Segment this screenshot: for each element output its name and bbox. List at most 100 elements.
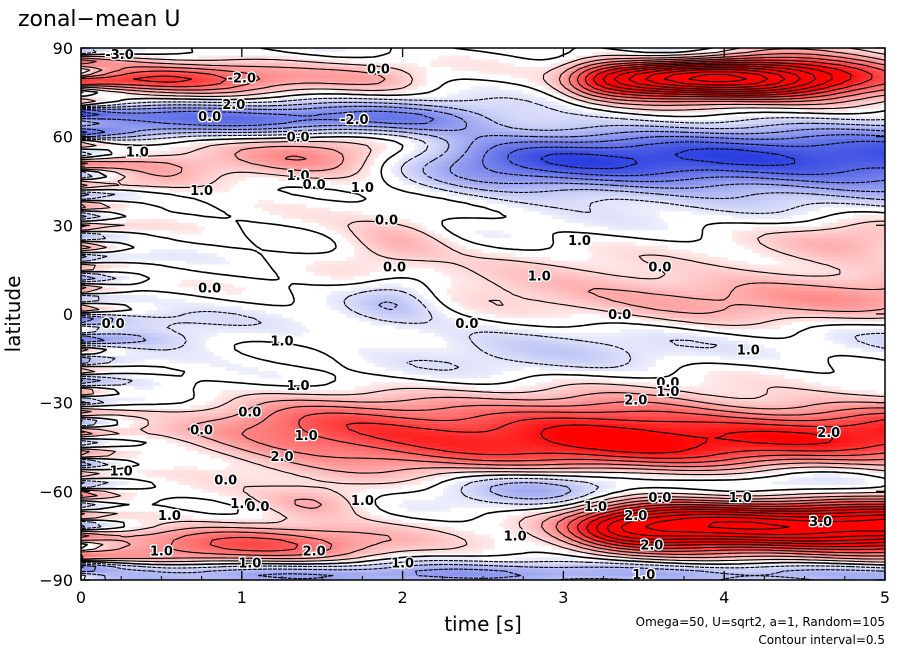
field-cell xyxy=(640,139,645,143)
field-cell xyxy=(358,67,363,71)
field-cell xyxy=(785,78,790,82)
field-cell xyxy=(439,78,444,82)
field-cell xyxy=(628,109,633,113)
field-cell xyxy=(346,132,351,136)
field-cell xyxy=(523,120,528,124)
field-cell xyxy=(479,124,484,128)
field-cell xyxy=(101,63,106,67)
field-cell xyxy=(395,71,400,75)
field-cell xyxy=(563,75,568,79)
field-cell xyxy=(531,97,536,101)
field-cell xyxy=(612,135,617,139)
field-cell xyxy=(407,56,412,60)
field-cell xyxy=(531,109,536,113)
field-cell xyxy=(282,71,287,75)
field-cell xyxy=(278,75,283,79)
field-cell xyxy=(479,116,484,120)
field-cell xyxy=(427,71,432,75)
field-cell xyxy=(258,71,263,75)
field-cell xyxy=(483,105,488,109)
field-cell xyxy=(306,75,311,79)
field-cell xyxy=(222,120,227,124)
field-cell xyxy=(101,78,106,82)
field-cell xyxy=(182,56,187,60)
field-cell xyxy=(145,116,150,120)
field-cell xyxy=(354,75,359,79)
field-cell xyxy=(350,75,355,79)
field-cell xyxy=(789,75,794,79)
field-cell xyxy=(479,71,484,75)
field-cell xyxy=(845,67,850,71)
field-cell xyxy=(789,132,794,136)
field-cell xyxy=(596,120,601,124)
field-cell xyxy=(760,128,765,132)
field-cell xyxy=(431,82,436,86)
field-cell xyxy=(246,59,251,63)
field-cell xyxy=(760,120,765,124)
field-cell xyxy=(322,63,327,67)
field-cell xyxy=(350,128,355,132)
field-cell xyxy=(407,101,412,105)
field-cell xyxy=(559,132,564,136)
field-cell xyxy=(547,59,552,63)
field-cell xyxy=(294,97,299,101)
field-cell xyxy=(873,71,878,75)
field-cell xyxy=(234,113,239,117)
field-cell xyxy=(431,56,436,60)
field-cell xyxy=(527,109,532,113)
field-cell xyxy=(579,139,584,143)
field-cell xyxy=(712,116,717,120)
field-cell xyxy=(391,71,396,75)
field-cell xyxy=(596,128,601,132)
field-cell xyxy=(218,128,223,132)
field-cell xyxy=(849,128,854,132)
field-cell xyxy=(266,116,271,120)
field-cell xyxy=(668,124,673,128)
field-cell xyxy=(555,124,560,128)
field-cell xyxy=(608,135,613,139)
field-cell xyxy=(680,135,685,139)
field-cell xyxy=(563,116,568,120)
field-cell xyxy=(748,105,753,109)
field-cell xyxy=(535,78,540,82)
field-cell xyxy=(105,94,110,98)
field-cell xyxy=(125,75,130,79)
field-cell xyxy=(837,124,842,128)
field-cell xyxy=(419,52,424,56)
field-cell xyxy=(535,135,540,139)
field-cell xyxy=(194,52,199,56)
field-cell xyxy=(354,105,359,109)
field-cell xyxy=(805,116,810,120)
field-cell xyxy=(298,75,303,79)
field-cell xyxy=(640,132,645,136)
field-cell xyxy=(793,124,798,128)
field-cell xyxy=(664,116,669,120)
field-cell xyxy=(805,75,810,79)
field-cell xyxy=(463,75,468,79)
field-cell xyxy=(431,113,436,117)
field-cell xyxy=(129,124,134,128)
field-cell xyxy=(419,82,424,86)
field-cell xyxy=(475,94,480,98)
field-cell xyxy=(395,52,400,56)
field-cell xyxy=(97,97,102,101)
field-cell xyxy=(475,105,480,109)
field-cell xyxy=(789,78,794,82)
field-cell xyxy=(588,78,593,82)
field-cell xyxy=(519,105,524,109)
shaded-field xyxy=(81,48,886,581)
field-cell xyxy=(732,124,737,128)
field-cell xyxy=(704,124,709,128)
field-cell xyxy=(395,59,400,63)
field-cell xyxy=(768,105,773,109)
field-cell xyxy=(732,116,737,120)
field-cell xyxy=(575,109,580,113)
field-cell xyxy=(857,101,862,105)
field-cell xyxy=(543,67,548,71)
field-cell xyxy=(463,113,468,117)
field-cell xyxy=(455,90,460,94)
field-cell xyxy=(202,105,207,109)
field-cell xyxy=(346,105,351,109)
field-cell xyxy=(338,128,343,132)
field-cell xyxy=(415,75,420,79)
